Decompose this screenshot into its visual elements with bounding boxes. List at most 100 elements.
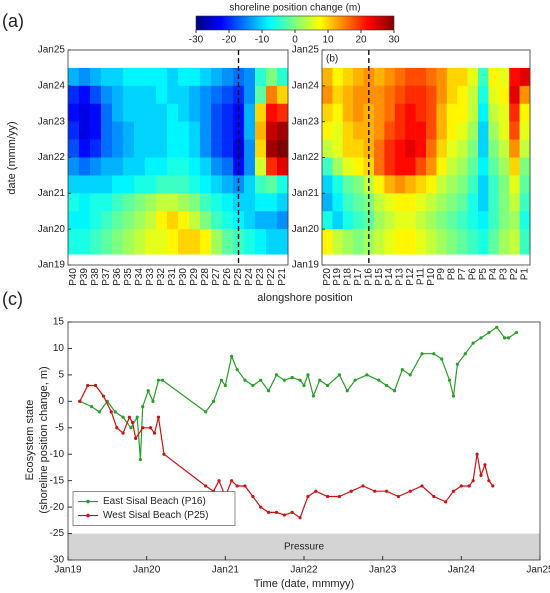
heatmap-cell	[342, 121, 354, 140]
heatmap-cell	[394, 85, 406, 105]
heatmap-cell	[519, 139, 531, 158]
colorbar-tick-label: 10	[322, 35, 334, 46]
heatmap-cell	[178, 139, 190, 158]
heatmap-cell	[112, 229, 124, 255]
x-tick-label: P5	[478, 268, 489, 281]
heatmap-cell	[167, 229, 179, 255]
heatmap-cell	[415, 85, 427, 105]
heatmap-cell	[374, 211, 385, 230]
heatmap-cell	[488, 157, 500, 176]
x-tick-label: Jan21	[212, 565, 240, 576]
heatmap-cell	[277, 193, 289, 212]
heatmap-cell	[189, 211, 201, 230]
series-marker	[400, 368, 404, 372]
series-marker	[479, 473, 483, 477]
series-marker	[235, 484, 239, 488]
x-tick-label: P4	[488, 268, 499, 281]
x-tick-label: P35	[123, 268, 134, 286]
heatmap-cell	[467, 103, 479, 122]
heatmap-cell	[134, 103, 146, 122]
heatmap-cell	[457, 175, 468, 194]
heatmap-cell	[123, 139, 135, 158]
heatmap-cell	[436, 103, 448, 122]
y-tick-label: Jan23	[292, 116, 320, 127]
heatmap-cell	[478, 67, 489, 87]
heatmap-cell	[112, 211, 124, 230]
heatmap-cell	[266, 85, 278, 105]
series-marker	[86, 383, 90, 388]
y-tick-label: 15	[53, 317, 65, 328]
heatmap-cell	[255, 121, 267, 140]
x-tick-label: P6	[467, 268, 478, 281]
heatmap-cell	[90, 229, 102, 255]
heatmap-cell	[342, 157, 354, 176]
heatmap-cell	[178, 121, 190, 140]
heatmap-cell	[478, 229, 489, 255]
heatmap-cell	[123, 211, 135, 230]
heatmap-cell	[436, 67, 448, 87]
heatmap-cell	[211, 193, 223, 212]
colorbar-tick-label: 20	[355, 35, 367, 46]
x-tick-label: P25	[233, 268, 244, 286]
y-tick-label: Jan23	[38, 116, 66, 127]
heatmap-cell	[374, 229, 385, 255]
x-tick-label: P23	[255, 268, 266, 286]
heatmap-cell	[509, 139, 520, 158]
heatmap-cell	[79, 67, 91, 87]
heatmap-cell	[519, 193, 531, 212]
series-marker	[141, 405, 145, 409]
heatmap-cell	[426, 211, 437, 230]
heatmap-cell	[384, 103, 396, 122]
heatmap-cell	[222, 85, 234, 105]
heatmap-cell	[322, 157, 333, 176]
heatmap-cell	[509, 175, 520, 194]
series-marker	[90, 405, 94, 409]
heatmap-cell	[519, 67, 531, 87]
heatmap-cell	[244, 175, 256, 194]
y-tick-label: Jan21	[38, 188, 66, 199]
x-tick-label: P36	[112, 268, 123, 286]
heatmap-cell	[277, 175, 289, 194]
colorbar-tick-label: -20	[222, 35, 237, 46]
heatmap-cell	[277, 211, 289, 230]
legend-box	[72, 491, 236, 526]
heatmap-cell	[322, 139, 333, 158]
x-tick-label: P32	[156, 268, 167, 286]
heatmap-cell	[112, 121, 124, 140]
heatmap-cell	[457, 85, 468, 105]
series-marker	[311, 394, 316, 398]
heatmap-cell	[200, 157, 212, 176]
heatmap-cell	[436, 175, 448, 194]
heatmap-cell	[211, 85, 223, 105]
heatmap-cell	[374, 139, 385, 158]
heatmap-cell	[112, 193, 124, 212]
heatmap-cell	[222, 121, 234, 140]
y-tick-label: Jan22	[292, 152, 320, 163]
heatmap-cell	[394, 211, 406, 230]
heatmap-cell	[498, 85, 510, 105]
colorbar-tick-label: -10	[255, 35, 270, 46]
series-marker	[121, 415, 125, 419]
series-marker	[162, 452, 166, 456]
x-tick-label: P16	[363, 268, 374, 286]
heatmap-cell	[332, 139, 344, 158]
y-tick-label: Jan25	[38, 45, 66, 56]
colorbar	[195, 15, 395, 31]
heatmap-cell	[446, 157, 458, 176]
series-marker	[471, 479, 475, 483]
x-tick-label: P28	[200, 268, 211, 286]
heatmap-cell	[68, 139, 80, 158]
heatmap-cell	[79, 229, 91, 255]
heatmap-cell	[374, 157, 385, 176]
pressure-band	[68, 533, 540, 560]
heatmap-cell	[178, 193, 190, 212]
heatmap-cell	[353, 193, 364, 212]
series-marker	[115, 426, 119, 430]
heatmap-cell	[200, 139, 212, 158]
series-marker	[235, 368, 239, 372]
heatmap-cell	[90, 211, 102, 230]
heatmap-cell	[332, 211, 344, 230]
heatmap-cell	[134, 193, 146, 212]
heatmap-cell	[79, 103, 91, 122]
series-marker	[475, 452, 479, 456]
